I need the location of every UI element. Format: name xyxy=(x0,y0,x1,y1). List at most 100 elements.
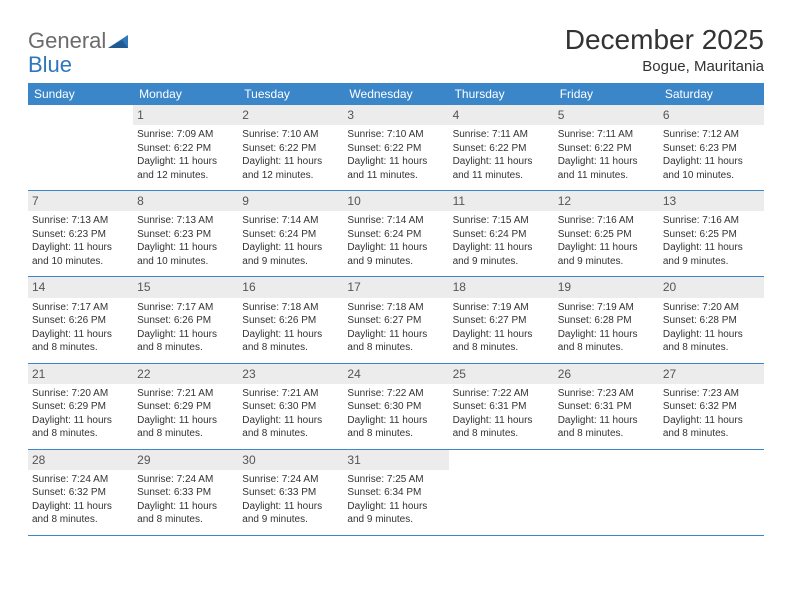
weekday-header: Saturday xyxy=(659,83,764,105)
daylight-text: Daylight: 11 hours and 9 minutes. xyxy=(347,241,444,268)
sunrise-text: Sunrise: 7:14 AM xyxy=(347,214,444,228)
page-title: December 2025 xyxy=(565,24,764,56)
logo-triangle-icon xyxy=(108,28,128,54)
weekday-header-row: Sunday Monday Tuesday Wednesday Thursday… xyxy=(28,83,764,105)
daylight-text: Daylight: 11 hours and 11 minutes. xyxy=(347,155,444,182)
day-number: 4 xyxy=(449,105,554,125)
calendar-day-cell xyxy=(554,450,659,535)
sunset-text: Sunset: 6:34 PM xyxy=(347,486,444,500)
day-number: 19 xyxy=(554,277,659,297)
weekday-header: Wednesday xyxy=(343,83,448,105)
location-subtitle: Bogue, Mauritania xyxy=(565,58,764,75)
calendar-day-cell: 25Sunrise: 7:22 AMSunset: 6:31 PMDayligh… xyxy=(449,364,554,449)
weekday-header: Sunday xyxy=(28,83,133,105)
calendar-day-cell: 5Sunrise: 7:11 AMSunset: 6:22 PMDaylight… xyxy=(554,105,659,190)
sunrise-text: Sunrise: 7:20 AM xyxy=(663,301,760,315)
daylight-text: Daylight: 11 hours and 8 minutes. xyxy=(663,414,760,441)
daylight-text: Daylight: 11 hours and 8 minutes. xyxy=(32,414,129,441)
sunset-text: Sunset: 6:27 PM xyxy=(453,314,550,328)
day-number: 13 xyxy=(659,191,764,211)
sunset-text: Sunset: 6:30 PM xyxy=(242,400,339,414)
sunset-text: Sunset: 6:22 PM xyxy=(453,142,550,156)
calendar-day-cell: 24Sunrise: 7:22 AMSunset: 6:30 PMDayligh… xyxy=(343,364,448,449)
sunrise-text: Sunrise: 7:16 AM xyxy=(663,214,760,228)
daylight-text: Daylight: 11 hours and 9 minutes. xyxy=(663,241,760,268)
day-number: 18 xyxy=(449,277,554,297)
calendar-day-cell: 6Sunrise: 7:12 AMSunset: 6:23 PMDaylight… xyxy=(659,105,764,190)
daylight-text: Daylight: 11 hours and 9 minutes. xyxy=(242,500,339,527)
day-number: 22 xyxy=(133,364,238,384)
weekday-header: Friday xyxy=(554,83,659,105)
calendar-day-cell: 3Sunrise: 7:10 AMSunset: 6:22 PMDaylight… xyxy=(343,105,448,190)
day-number: 23 xyxy=(238,364,343,384)
sunrise-text: Sunrise: 7:22 AM xyxy=(347,387,444,401)
calendar-week-row: 28Sunrise: 7:24 AMSunset: 6:32 PMDayligh… xyxy=(28,450,764,536)
calendar-day-cell: 2Sunrise: 7:10 AMSunset: 6:22 PMDaylight… xyxy=(238,105,343,190)
daylight-text: Daylight: 11 hours and 8 minutes. xyxy=(137,500,234,527)
day-number: 20 xyxy=(659,277,764,297)
day-number: 10 xyxy=(343,191,448,211)
day-number: 16 xyxy=(238,277,343,297)
day-number: 5 xyxy=(554,105,659,125)
calendar-day-cell: 16Sunrise: 7:18 AMSunset: 6:26 PMDayligh… xyxy=(238,277,343,362)
sunrise-text: Sunrise: 7:09 AM xyxy=(137,128,234,142)
calendar-day-cell xyxy=(449,450,554,535)
sunset-text: Sunset: 6:33 PM xyxy=(137,486,234,500)
calendar-day-cell: 17Sunrise: 7:18 AMSunset: 6:27 PMDayligh… xyxy=(343,277,448,362)
calendar-day-cell: 19Sunrise: 7:19 AMSunset: 6:28 PMDayligh… xyxy=(554,277,659,362)
sunset-text: Sunset: 6:22 PM xyxy=(242,142,339,156)
daylight-text: Daylight: 11 hours and 11 minutes. xyxy=(558,155,655,182)
day-number: 7 xyxy=(28,191,133,211)
daylight-text: Daylight: 11 hours and 8 minutes. xyxy=(453,414,550,441)
sunrise-text: Sunrise: 7:15 AM xyxy=(453,214,550,228)
calendar-day-cell: 18Sunrise: 7:19 AMSunset: 6:27 PMDayligh… xyxy=(449,277,554,362)
sunset-text: Sunset: 6:26 PM xyxy=(137,314,234,328)
day-number: 25 xyxy=(449,364,554,384)
daylight-text: Daylight: 11 hours and 8 minutes. xyxy=(558,414,655,441)
sunset-text: Sunset: 6:32 PM xyxy=(32,486,129,500)
daylight-text: Daylight: 11 hours and 10 minutes. xyxy=(32,241,129,268)
sunset-text: Sunset: 6:32 PM xyxy=(663,400,760,414)
calendar-body: 1Sunrise: 7:09 AMSunset: 6:22 PMDaylight… xyxy=(28,105,764,536)
sunset-text: Sunset: 6:24 PM xyxy=(453,228,550,242)
sunrise-text: Sunrise: 7:13 AM xyxy=(32,214,129,228)
calendar-week-row: 14Sunrise: 7:17 AMSunset: 6:26 PMDayligh… xyxy=(28,277,764,363)
calendar-day-cell: 13Sunrise: 7:16 AMSunset: 6:25 PMDayligh… xyxy=(659,191,764,276)
logo-text-blue: Blue xyxy=(28,52,72,78)
sunset-text: Sunset: 6:33 PM xyxy=(242,486,339,500)
calendar-day-cell: 10Sunrise: 7:14 AMSunset: 6:24 PMDayligh… xyxy=(343,191,448,276)
calendar-day-cell: 29 Sunrise: 7:24 AMSunset: 6:33 PMDayligh… xyxy=(133,450,238,535)
sunset-text: Sunset: 6:23 PM xyxy=(32,228,129,242)
day-number: 30 xyxy=(238,450,343,470)
day-number: 2 xyxy=(238,105,343,125)
day-number: 1 xyxy=(133,105,238,125)
day-number: 11 xyxy=(449,191,554,211)
daylight-text: Daylight: 11 hours and 8 minutes. xyxy=(137,414,234,441)
day-number: 14 xyxy=(28,277,133,297)
day-number: 27 xyxy=(659,364,764,384)
sunset-text: Sunset: 6:22 PM xyxy=(137,142,234,156)
calendar-day-cell: 26Sunrise: 7:23 AMSunset: 6:31 PMDayligh… xyxy=(554,364,659,449)
calendar-day-cell: 9Sunrise: 7:14 AMSunset: 6:24 PMDaylight… xyxy=(238,191,343,276)
sunset-text: Sunset: 6:28 PM xyxy=(558,314,655,328)
calendar-week-row: 21Sunrise: 7:20 AMSunset: 6:29 PMDayligh… xyxy=(28,364,764,450)
sunset-text: Sunset: 6:23 PM xyxy=(663,142,760,156)
daylight-text: Daylight: 11 hours and 9 minutes. xyxy=(453,241,550,268)
daylight-text: Daylight: 11 hours and 8 minutes. xyxy=(347,414,444,441)
header: General December 2025 Bogue, Mauritania xyxy=(28,24,764,75)
sunset-text: Sunset: 6:26 PM xyxy=(242,314,339,328)
sunrise-text: Sunrise: 7:22 AM xyxy=(453,387,550,401)
calendar-day-cell: 8Sunrise: 7:13 AMSunset: 6:23 PMDaylight… xyxy=(133,191,238,276)
day-number: 29 xyxy=(133,450,238,470)
calendar-day-cell xyxy=(659,450,764,535)
sunset-text: Sunset: 6:29 PM xyxy=(32,400,129,414)
sunrise-text: Sunrise: 7:13 AM xyxy=(137,214,234,228)
sunrise-text: Sunrise: 7:21 AM xyxy=(242,387,339,401)
day-number: 31 xyxy=(343,450,448,470)
daylight-text: Daylight: 11 hours and 9 minutes. xyxy=(242,241,339,268)
sunrise-text: Sunrise: 7:24 AM xyxy=(137,473,234,487)
calendar-week-row: 1Sunrise: 7:09 AMSunset: 6:22 PMDaylight… xyxy=(28,105,764,191)
calendar-day-cell: 4Sunrise: 7:11 AMSunset: 6:22 PMDaylight… xyxy=(449,105,554,190)
calendar-week-row: 7Sunrise: 7:13 AMSunset: 6:23 PMDaylight… xyxy=(28,191,764,277)
sunrise-text: Sunrise: 7:16 AM xyxy=(558,214,655,228)
